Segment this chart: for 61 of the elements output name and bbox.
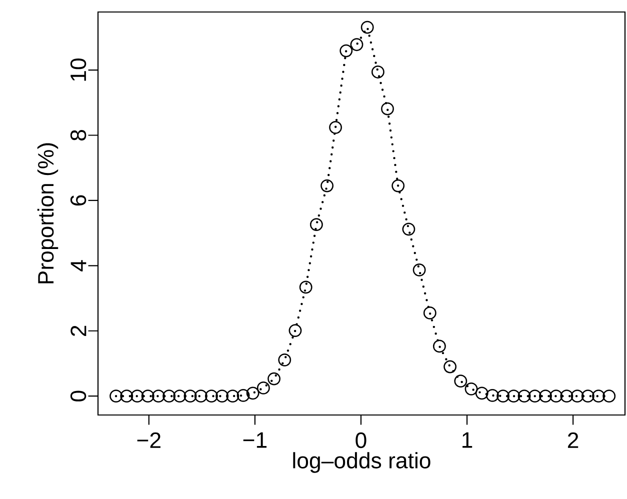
point — [205, 390, 218, 403]
point — [402, 222, 416, 236]
point — [528, 390, 542, 403]
point — [518, 390, 531, 403]
point — [152, 390, 165, 403]
point — [194, 390, 208, 403]
point — [130, 390, 144, 403]
point — [350, 38, 364, 52]
point — [392, 179, 405, 192]
y-tick-label: 8 — [70, 130, 86, 140]
point — [581, 390, 594, 403]
y-tick-label: 2 — [70, 326, 86, 336]
point — [539, 390, 552, 403]
point — [444, 360, 456, 374]
point — [570, 390, 584, 403]
point — [256, 381, 270, 394]
point — [464, 382, 478, 396]
point — [602, 390, 616, 403]
y-tick-label: 10 — [70, 58, 86, 81]
point — [299, 280, 312, 294]
point — [432, 340, 446, 353]
x-tick-label: −2 — [137, 432, 160, 448]
x-tick-label: −1 — [243, 432, 267, 448]
point — [381, 102, 394, 116]
point — [236, 388, 250, 402]
point — [268, 372, 280, 386]
point — [278, 353, 292, 366]
y-axis-title: Proportion (%) — [37, 143, 58, 284]
point — [120, 390, 134, 403]
point — [288, 324, 302, 338]
point — [412, 263, 426, 276]
point — [340, 44, 353, 58]
x-tick-label: 1 — [462, 432, 472, 448]
point — [486, 388, 499, 402]
point — [141, 390, 154, 403]
point — [226, 390, 240, 403]
y-tick-label: 4 — [70, 260, 86, 272]
point — [310, 218, 323, 232]
point — [507, 390, 520, 403]
point — [423, 306, 436, 320]
y-tick-label: 6 — [70, 195, 86, 206]
point — [246, 386, 260, 400]
point — [162, 390, 176, 403]
point — [216, 390, 229, 403]
x-tick-label: 0 — [356, 432, 366, 448]
point — [360, 20, 374, 34]
point — [454, 374, 468, 388]
x-tick-label: 2 — [568, 432, 578, 448]
x-axis-title: log–odds ratio — [293, 452, 430, 473]
point — [475, 386, 488, 400]
point — [320, 179, 334, 192]
point — [371, 66, 384, 78]
point — [496, 390, 510, 403]
point — [173, 390, 186, 403]
point — [592, 390, 605, 403]
point — [184, 390, 197, 403]
y-tick-label: 0 — [70, 390, 86, 402]
point — [550, 390, 563, 403]
point — [329, 120, 342, 134]
point — [560, 390, 574, 403]
point — [110, 390, 122, 403]
